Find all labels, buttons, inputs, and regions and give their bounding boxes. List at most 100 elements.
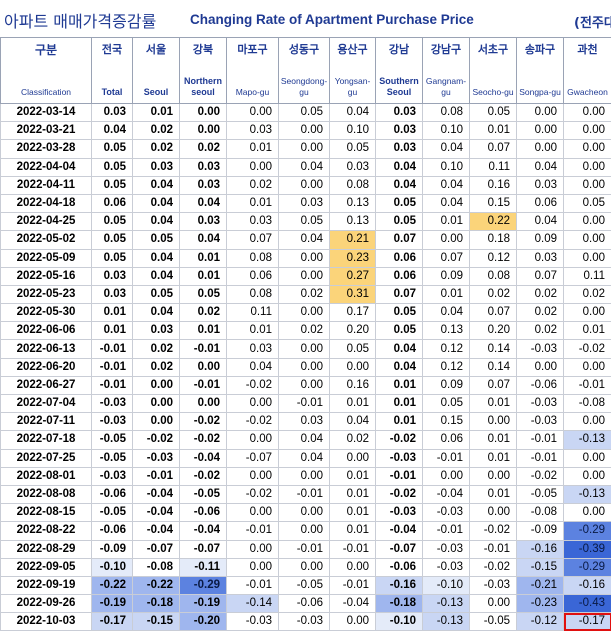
value-cell: 0.04 xyxy=(132,212,180,232)
column-header-0: 구분 Classification xyxy=(0,37,92,104)
value-cell: 0.01 xyxy=(469,430,517,450)
value-cell: 0.00 xyxy=(278,266,330,286)
value-cell: -0.03 xyxy=(516,339,564,359)
value-cell: 0.05 xyxy=(278,212,330,232)
value-cell: 0.02 xyxy=(469,284,517,305)
value-cell: 0.03 xyxy=(226,121,279,141)
value-cell: 0.00 xyxy=(278,121,330,141)
value-cell: 0.00 xyxy=(278,139,330,159)
table-row: 2022-05-16 0.03 0.04 0.01 0.06 0.00 0.27 0.06 0.… xyxy=(0,266,611,286)
value-cell: 0.04 xyxy=(132,193,180,214)
value-cell: -0.03 xyxy=(422,539,470,559)
column-header-en: Seoul xyxy=(143,86,169,97)
value-cell: 0.04 xyxy=(226,357,279,377)
value-cell: -0.14 xyxy=(226,594,279,614)
value-cell: -0.07 xyxy=(226,448,279,468)
value-cell: 0.12 xyxy=(469,248,517,268)
value-cell: 0.00 xyxy=(516,102,564,123)
column-header-1: 전국 Total xyxy=(91,37,133,104)
row-date-cell: 2022-07-04 xyxy=(0,393,92,414)
column-header-en: Seongdong-gu xyxy=(280,75,328,97)
value-cell: 0.03 xyxy=(132,321,180,341)
value-cell: 0.05 xyxy=(375,212,423,232)
table-row: 2022-05-30 0.01 0.04 0.02 0.11 0.00 0.17 0.05 0.… xyxy=(0,303,611,323)
table-row: 2022-05-02 0.05 0.05 0.04 0.07 0.04 0.21 0.07 0.… xyxy=(0,230,611,250)
value-cell: -0.01 xyxy=(132,466,180,486)
column-header-en: Gangnam-gu xyxy=(425,75,467,97)
value-cell: -0.06 xyxy=(278,594,330,614)
value-cell: 0.00 xyxy=(563,357,611,377)
value-cell: 0.05 xyxy=(375,321,423,341)
value-cell: -0.13 xyxy=(563,430,611,450)
value-cell: -0.02 xyxy=(563,339,611,359)
value-cell: -0.03 xyxy=(91,466,133,486)
value-cell: 0.03 xyxy=(375,102,423,123)
value-cell: 0.05 xyxy=(329,139,376,159)
value-cell: 0.00 xyxy=(278,557,330,577)
value-cell: 0.02 xyxy=(329,430,376,450)
value-cell: 0.04 xyxy=(516,157,564,177)
column-header-8: 강남구 Gangnam-gu xyxy=(422,37,470,104)
value-cell: -0.19 xyxy=(91,594,133,614)
value-cell: -0.04 xyxy=(422,484,470,505)
value-cell: 0.08 xyxy=(469,266,517,286)
row-date-cell: 2022-08-15 xyxy=(0,503,92,523)
table-row: 2022-04-04 0.05 0.03 0.03 0.00 0.04 0.03 0.04 0.… xyxy=(0,157,611,177)
value-cell: 0.18 xyxy=(469,230,517,250)
value-cell: 0.00 xyxy=(563,157,611,177)
value-cell: 0.01 xyxy=(469,484,517,505)
row-date-cell: 2022-03-21 xyxy=(0,121,92,141)
value-cell: 0.01 xyxy=(469,448,517,468)
row-date-cell: 2022-08-08 xyxy=(0,484,92,505)
value-cell: 0.01 xyxy=(329,484,376,505)
value-cell: 0.05 xyxy=(563,193,611,214)
value-cell: 0.03 xyxy=(179,157,227,177)
row-date-cell: 2022-05-02 xyxy=(0,230,92,250)
value-cell: 0.00 xyxy=(469,412,517,432)
value-cell: 0.04 xyxy=(375,157,423,177)
value-cell: -0.05 xyxy=(179,484,227,505)
row-date-cell: 2022-08-01 xyxy=(0,466,92,486)
value-cell: 0.07 xyxy=(516,266,564,286)
value-cell: 0.01 xyxy=(375,375,423,396)
value-cell: 0.07 xyxy=(469,303,517,323)
value-cell: 0.00 xyxy=(469,466,517,486)
value-cell: -0.03 xyxy=(278,612,330,631)
table-row: 2022-08-08 -0.06 -0.04 -0.05 -0.02 -0.01 0.01-… xyxy=(0,484,611,505)
value-cell: -0.01 xyxy=(91,339,133,359)
value-cell: 0.01 xyxy=(469,393,517,414)
value-cell: 0.01 xyxy=(329,393,376,414)
value-cell: -0.08 xyxy=(516,503,564,523)
unit-label: (전주대 xyxy=(574,16,611,31)
value-cell: 0.00 xyxy=(179,393,227,414)
column-header-kr: 성동구 xyxy=(288,43,320,56)
value-cell: 0.00 xyxy=(226,557,279,577)
column-header-kr: 서초구 xyxy=(477,43,509,56)
value-cell: -0.03 xyxy=(226,612,279,631)
value-cell: 0.03 xyxy=(516,248,564,268)
row-date-cell: 2022-06-13 xyxy=(0,339,92,359)
value-cell: 0.11 xyxy=(226,303,279,323)
row-date-cell: 2022-07-25 xyxy=(0,448,92,468)
value-cell: 0.14 xyxy=(469,339,517,359)
value-cell: 0.22 xyxy=(469,212,517,232)
table-row: 2022-10-03 -0.17 -0.15 -0.20 -0.03 -0.03 0.00-… xyxy=(0,612,611,631)
value-cell: 0.06 xyxy=(91,193,133,214)
column-header-en: Songpa-gu xyxy=(519,86,561,97)
value-cell: -0.03 xyxy=(91,393,133,414)
value-cell: 0.00 xyxy=(563,412,611,432)
value-cell: 0.03 xyxy=(91,284,133,305)
value-cell: 0.03 xyxy=(278,193,330,214)
value-cell: 0.10 xyxy=(329,121,376,141)
value-cell: -0.16 xyxy=(516,539,564,559)
value-cell: 0.01 xyxy=(179,248,227,268)
value-cell: -0.04 xyxy=(179,521,227,541)
value-cell: 0.02 xyxy=(278,321,330,341)
value-cell: 0.16 xyxy=(329,375,376,396)
value-cell: -0.13 xyxy=(422,612,470,631)
value-cell: 0.08 xyxy=(329,175,376,195)
value-cell: 0.00 xyxy=(226,157,279,177)
value-cell: 0.03 xyxy=(179,175,227,195)
value-cell: 0.00 xyxy=(278,521,330,541)
value-cell: 0.02 xyxy=(179,303,227,323)
